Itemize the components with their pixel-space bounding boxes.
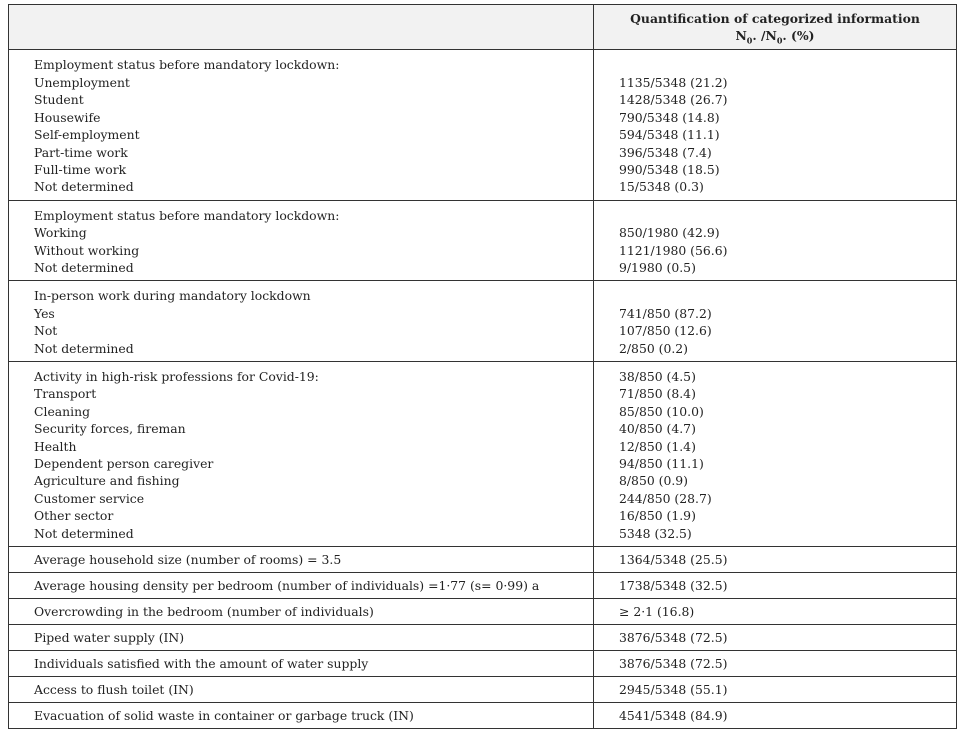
row-label: Evacuation of solid waste in container o…: [8, 702, 594, 729]
group-values: 850/1980 (42.9) 1121/1980 (56.6) 9/1980 (0…: [593, 199, 957, 282]
item-value: 2/850 (0.2): [619, 340, 689, 356]
group-labels: In-person work during mandatory lockdown…: [8, 280, 594, 362]
group-labels: Activity in high-risk professions for Co…: [8, 360, 594, 548]
table-row: Overcrowding in the bedroom (number of i…: [8, 598, 957, 626]
item-value: 850/1980 (42.9): [619, 225, 720, 241]
row-label: Average housing density per bedroom (num…: [8, 572, 594, 600]
item-label: Part-time work: [34, 144, 128, 160]
row-value: ≥ 2·1 (16.8): [593, 598, 957, 626]
item-label: Student: [34, 92, 84, 108]
item-label: Health: [34, 438, 77, 454]
item-value: 40/850 (4.7): [619, 421, 696, 437]
group-labels: Employment status before mandatory lockd…: [8, 49, 594, 201]
item-label: Not determined: [34, 340, 134, 356]
item-value: 790/5348 (14.8): [619, 109, 720, 125]
item-label: Agriculture and fishing: [34, 473, 180, 489]
header-col2-unit: N0. /N0. (%): [735, 28, 815, 46]
group-row: In-person work during mandatory lockdown…: [8, 280, 957, 362]
item-value: 12/850 (1.4): [619, 438, 696, 454]
group-values: 1135/5348 (21.2) 1428/5348 (26.7) 790/5348…: [593, 49, 957, 201]
item-label: Working: [34, 225, 87, 241]
group-title-value: [619, 56, 956, 73]
item-value: 15/5348 (0.3): [619, 179, 704, 195]
item-value: 990/5348 (18.5): [619, 161, 720, 177]
item-value: 8/850 (0.9): [619, 473, 689, 489]
table-row: Access to flush toilet (IN) 2945/5348 (55…: [8, 676, 957, 704]
item-value: 71/850 (8.4): [619, 386, 696, 402]
table-row: Individuals satisfied with the amount of…: [8, 650, 957, 678]
row-label: Average household size (number of rooms)…: [8, 546, 594, 574]
item-label: Not determined: [34, 525, 134, 541]
row-value: 2945/5348 (55.1): [593, 676, 957, 704]
group-row: Employment status before mandatory lockd…: [8, 49, 957, 201]
item-label: Not: [34, 323, 58, 339]
group-row: Activity in high-risk professions for Co…: [8, 360, 957, 548]
row-value: 4541/5348 (84.9): [593, 702, 957, 729]
item-label: Without working: [34, 242, 140, 258]
item-value: 5348 (32.5): [619, 525, 692, 541]
row-value: 3876/5348 (72.5): [593, 624, 957, 652]
table-row: Average housing density per bedroom (num…: [8, 572, 957, 600]
item-label: Customer service: [34, 490, 145, 506]
item-label: Not determined: [34, 259, 134, 275]
item-value: 107/850 (12.6): [619, 323, 712, 339]
item-label: Dependent person caregiver: [34, 456, 214, 471]
item-label: Yes: [34, 305, 55, 321]
item-label: Security forces, fireman: [34, 421, 186, 437]
item-value: 594/5348 (11.1): [619, 127, 720, 143]
group-labels: Employment status before mandatory lockd…: [8, 199, 594, 282]
item-label: Self-employment: [34, 127, 140, 143]
group-title: In-person work during mandatory lockdown: [34, 288, 311, 304]
item-value: 1135/5348 (21.2): [619, 74, 728, 90]
row-label: Access to flush toilet (IN): [8, 676, 594, 704]
row-value: 1738/5348 (32.5): [593, 572, 957, 600]
group-row: Employment status before mandatory lockd…: [8, 199, 957, 282]
group-title-value: 38/850 (4.5): [619, 368, 696, 384]
item-label: Not determined: [34, 179, 134, 195]
header-row: Quantification of categorized informatio…: [8, 3, 957, 51]
group-title: Activity in high-risk professions for Co…: [34, 368, 319, 384]
header-col2-title: Quantification of categorized informatio…: [630, 11, 920, 26]
item-value: 16/850 (1.9): [619, 508, 696, 524]
item-label: Other sector: [34, 508, 114, 524]
group-title: Employment status before mandatory lockd…: [34, 207, 340, 223]
item-label: Transport: [34, 386, 97, 402]
item-label: Housewife: [34, 109, 101, 125]
row-value: 1364/5348 (25.5): [593, 546, 957, 574]
item-value: 741/850 (87.2): [619, 305, 712, 321]
row-label: Overcrowding in the bedroom (number of i…: [8, 598, 594, 626]
data-table: Quantification of categorized informatio…: [8, 3, 957, 729]
row-label: Individuals satisfied with the amount of…: [8, 650, 594, 678]
item-value: 396/5348 (7.4): [619, 144, 712, 160]
group-title: Employment status before mandatory lockd…: [34, 57, 340, 73]
item-value: 1121/1980 (56.6): [619, 242, 728, 258]
table-row: Average household size (number of rooms)…: [8, 546, 957, 574]
item-label: Full-time work: [34, 161, 127, 177]
group-title-value: [619, 287, 956, 304]
table-row: Piped water supply (IN) 3876/5348 (72.5): [8, 624, 957, 652]
group-values: 38/850 (4.5) 71/850 (8.4) 85/850 (10.0) 40/…: [593, 360, 957, 548]
item-value: 244/850 (28.7): [619, 490, 712, 506]
item-label: Cleaning: [34, 403, 91, 419]
row-label: Piped water supply (IN): [8, 624, 594, 652]
item-value: 9/1980 (0.5): [619, 259, 696, 275]
item-label: Unemployment: [34, 74, 130, 90]
table-row: Evacuation of solid waste in container o…: [8, 702, 957, 729]
header-col2: Quantification of categorized informatio…: [593, 3, 957, 51]
row-value: 3876/5348 (72.5): [593, 650, 957, 678]
header-col1: [8, 3, 594, 51]
item-value: 1428/5348 (26.7): [619, 92, 728, 108]
group-values: 741/850 (87.2) 107/850 (12.6) 2/850 (0.2): [593, 280, 957, 362]
group-title-value: [619, 207, 956, 224]
item-value: 94/850 (11.1): [619, 456, 704, 471]
item-value: 85/850 (10.0): [619, 403, 704, 419]
